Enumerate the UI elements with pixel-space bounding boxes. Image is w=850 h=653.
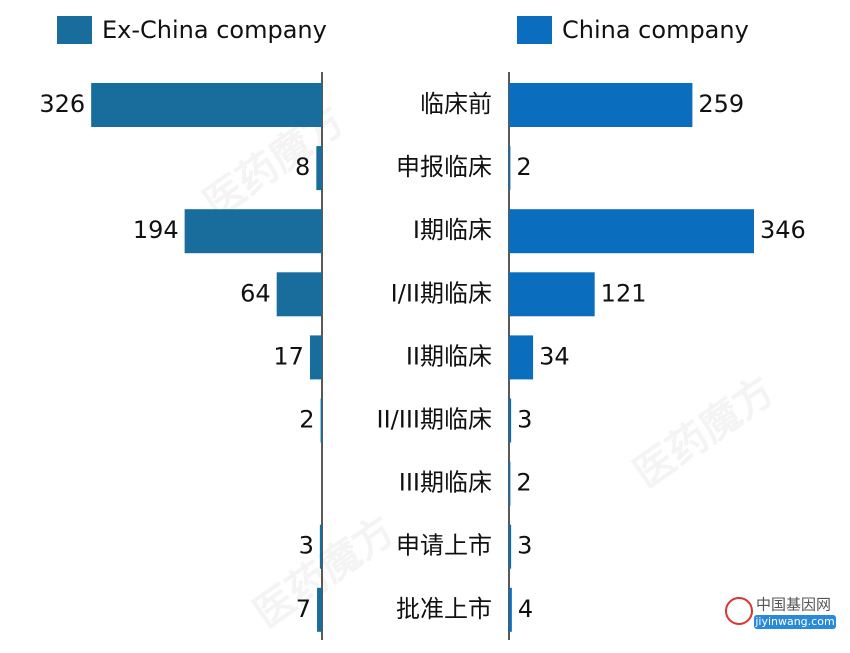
category-label: 申请上市	[396, 532, 492, 560]
category-label: 申报临床	[396, 153, 492, 181]
value-label: 17	[273, 342, 304, 370]
logo-url: jiyinwang.com	[754, 615, 834, 628]
logo: 中国基因网 jiyinwang.com	[725, 596, 836, 629]
logo-badge	[754, 615, 836, 629]
legend-label: China company	[562, 16, 749, 44]
value-label: 3	[517, 406, 532, 434]
category-label: II期临床	[406, 342, 492, 370]
category-label: III期临床	[399, 469, 492, 497]
value-label: 8	[295, 153, 310, 181]
value-label: 3	[517, 532, 532, 560]
value-label: 346	[760, 216, 806, 244]
legend-swatch	[517, 16, 552, 44]
legend-swatch	[57, 16, 92, 44]
bar	[509, 587, 512, 632]
value-label: 34	[539, 342, 570, 370]
bar	[184, 209, 322, 254]
watermark: 医药魔方	[626, 368, 783, 497]
category-label: I期临床	[413, 216, 492, 244]
category-label: 临床前	[420, 90, 492, 118]
value-label: 326	[39, 90, 85, 118]
logo-text: 中国基因网	[756, 596, 831, 614]
category-label: I/II期临床	[391, 279, 492, 307]
bar	[509, 335, 534, 380]
value-label: 7	[296, 595, 311, 623]
bar	[319, 524, 322, 569]
legend-label: Ex-China company	[102, 16, 327, 44]
value-label: 259	[698, 90, 744, 118]
value-label: 194	[133, 216, 179, 244]
bar	[509, 524, 512, 569]
category-label: 批准上市	[396, 595, 492, 623]
bar	[91, 83, 322, 127]
value-label: 2	[516, 153, 531, 181]
bar	[509, 461, 511, 506]
value-label: 2	[516, 469, 531, 497]
bar	[316, 146, 322, 191]
bar	[317, 587, 322, 632]
value-label: 64	[240, 279, 271, 307]
bar	[509, 146, 511, 191]
bar	[309, 335, 322, 380]
value-label: 121	[601, 279, 647, 307]
watermark: 医药魔方	[246, 508, 403, 637]
bar	[509, 272, 595, 317]
bar	[320, 398, 322, 443]
value-label: 4	[518, 595, 533, 623]
bar	[509, 83, 693, 127]
logo-icon	[725, 597, 753, 625]
category-label: II/III期临床	[377, 406, 492, 434]
value-label: 2	[299, 406, 314, 434]
bar	[509, 209, 754, 254]
bar	[509, 398, 512, 443]
value-label: 3	[299, 532, 314, 560]
bar	[276, 272, 322, 317]
